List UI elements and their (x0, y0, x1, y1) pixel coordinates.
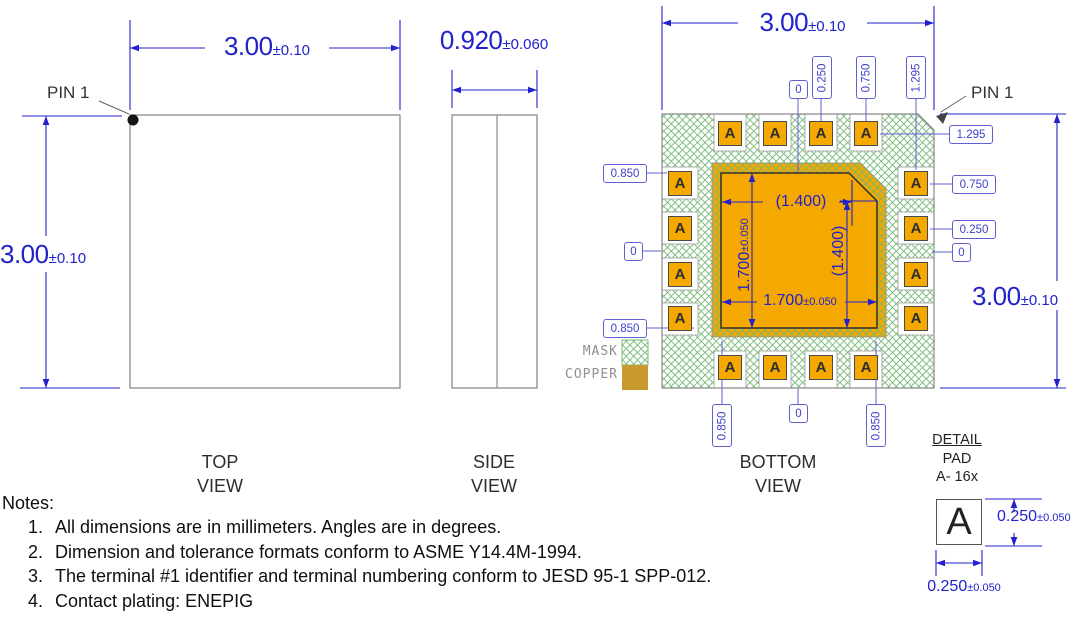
note-item-1: 1. All dimensions are in millimeters. Ang… (28, 517, 502, 537)
pad-left-4: A (668, 306, 692, 331)
bottom-view-width-dim: 3.00±0.10 (759, 7, 846, 37)
note-item-3: 3. The terminal #1 identifier and termina… (28, 566, 712, 586)
detail-instance-count: A- 16x (936, 469, 978, 485)
pin1-indicator-dot (127, 114, 139, 126)
callout-top-0250: 0.250 (812, 56, 832, 99)
side-view-label: SIDE VIEW (470, 452, 517, 496)
pad-right-4: A (904, 306, 928, 331)
detail-title: DETAIL (932, 432, 982, 448)
callout-top-1295: 1.295 (906, 56, 926, 99)
note-item-4: 4. Contact plating: ENEPIG (28, 591, 254, 611)
detail-pad-square: A (936, 499, 982, 545)
pin1-leader-bottom-view (940, 95, 967, 113)
callout-right-1295: 1.295 (949, 125, 993, 144)
bottom-view-height-dim: 3.00±0.10 (972, 281, 1059, 311)
callout-bottom-0: 0 (789, 404, 808, 423)
dimension-lines (20, 6, 1066, 576)
pad-left-3: A (668, 262, 692, 287)
center-pad-width-ref: (1.400) (775, 193, 827, 210)
callout-top-0: 0 (789, 80, 808, 99)
pin1-label-top-view: PIN 1 (47, 83, 90, 102)
bottom-view-package (661, 113, 935, 389)
dimension-arrowheads (42, 19, 1061, 567)
top-view-label: TOP VIEW (196, 452, 243, 496)
pad-left-1: A (668, 171, 692, 196)
top-view-width-dim: 3.00±0.10 (223, 31, 311, 61)
pad-right-3: A (904, 262, 928, 287)
callout-bottom-0850-left: 0.850 (712, 404, 732, 447)
side-view-width-dim: 0.920±0.060 (439, 25, 549, 55)
pad-left-2: A (668, 216, 692, 241)
top-view-body (129, 114, 401, 389)
center-pad-width-dim: 1.700±0.050 (763, 292, 837, 309)
side-view-body (451, 114, 538, 389)
pad-bottom-1: A (718, 355, 742, 380)
note-item-2: 2. Dimension and tolerance formats confor… (28, 542, 582, 562)
pad-top-3: A (809, 121, 833, 146)
pad-bottom-2: A (763, 355, 787, 380)
pin1-label-bottom-view: PIN 1 (971, 83, 1014, 102)
legend-mask-label: MASK (582, 344, 618, 359)
pad-right-2: A (904, 216, 928, 241)
callout-right-0250: 0.250 (952, 220, 996, 239)
callout-right-0: 0 (952, 243, 971, 262)
copper-swatch (622, 365, 648, 390)
callout-left-0850-bottom: 0.850 (603, 319, 647, 338)
bottom-view-label: BOTTOM VIEW (739, 452, 817, 496)
legend-swatches (621, 339, 649, 390)
notes-heading: Notes: (2, 493, 55, 513)
pin1-leader-top-view (98, 100, 130, 115)
callout-bottom-0850-right: 0.850 (866, 404, 886, 447)
package-outline (661, 113, 935, 389)
top-view-height-dim: 3.00±0.10 (0, 239, 87, 269)
detail-width-dim: 0.250±0.050 (927, 578, 1001, 595)
legend-copper-label: COPPER (565, 367, 618, 382)
pad-top-1: A (718, 121, 742, 146)
pad-bottom-3: A (809, 355, 833, 380)
callout-left-0850-top: 0.850 (603, 164, 647, 183)
detail-subtitle: PAD (942, 451, 972, 467)
pad-bottom-4: A (854, 355, 878, 380)
center-pad-exposed (720, 172, 878, 329)
pad-top-2: A (763, 121, 787, 146)
callout-left-0: 0 (624, 242, 643, 261)
pad-top-4: A (854, 121, 878, 146)
detail-height-dim: 0.250±0.050 (997, 508, 1071, 525)
callout-top-0750: 0.750 (856, 56, 876, 99)
callout-right-0750: 0.750 (952, 175, 996, 194)
pin1-leader-arrow (936, 112, 948, 124)
pad-right-1: A (904, 171, 928, 196)
